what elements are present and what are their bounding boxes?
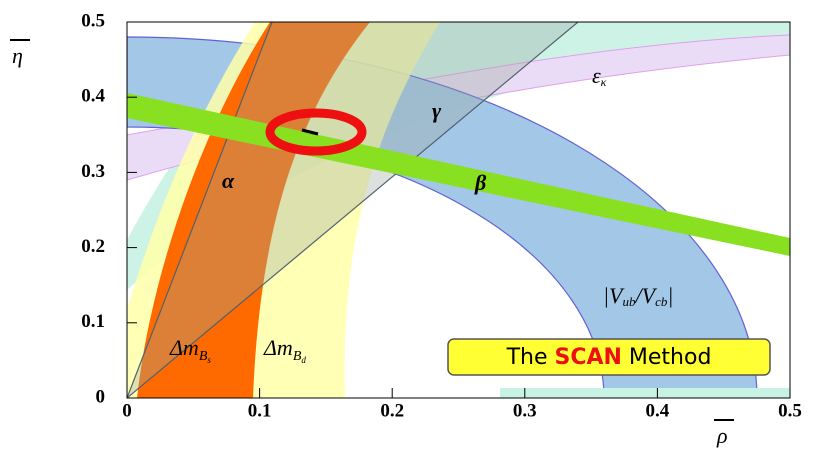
y-tick-label: 0.2 (81, 236, 105, 257)
y-axis-label: η (12, 43, 23, 68)
label-sub: B (293, 349, 302, 364)
y-tick-label: 0.5 (81, 10, 105, 31)
x-tick-label: 0.5 (778, 400, 802, 421)
banner-box (447, 338, 771, 376)
dmbs-label: ΔmBs (169, 335, 211, 365)
gamma-line (127, 22, 273, 398)
label-part: Δm (263, 335, 293, 360)
label-sub: B (199, 349, 208, 364)
x-tick-label: 0 (122, 400, 132, 421)
y-tick-label: 0.3 (81, 161, 105, 182)
label-part: | (667, 283, 673, 308)
alpha-label: α (222, 168, 235, 193)
y-tick-label: 0.4 (81, 86, 105, 107)
label-subsub: d (301, 355, 306, 365)
constraint-regions (127, 22, 790, 398)
label-part: Δm (169, 335, 199, 360)
banner-highlight: SCAN (554, 345, 621, 370)
fit-point (301, 128, 319, 136)
dmbs-band (137, 22, 370, 398)
banner-part: The (506, 345, 555, 370)
plot-frame (126, 21, 791, 399)
beta-label: β (474, 170, 487, 195)
gamma-label: γ (432, 98, 442, 123)
vub-label: |Vub/Vcb| (603, 283, 673, 309)
banner-part: Method (622, 345, 712, 370)
label-sub: ub (623, 294, 637, 309)
dmbd-label: ΔmBd (263, 335, 306, 365)
x-tick-label: 0.3 (513, 400, 537, 421)
y-tick-label: 0.1 (81, 311, 105, 332)
fit-contour (265, 108, 367, 156)
label-sub: κ (601, 75, 607, 89)
x-axis-label: ρ (716, 423, 728, 448)
y-tick-label: 0 (96, 386, 106, 407)
x-tick-label: 0.1 (248, 400, 272, 421)
beta-band (127, 93, 790, 256)
label-sub: cb (655, 294, 668, 309)
bottom-strip (500, 388, 790, 398)
label-part: /V (634, 283, 658, 308)
label-part: |V (603, 283, 625, 308)
label-part: ε (592, 63, 601, 88)
gamma-line (127, 22, 579, 398)
axes: 0 0.1 0.2 0.3 0.4 0.5 0 0.1 0.2 0.3 0.4 0.5 (81, 10, 802, 421)
banner: The SCAN Method (506, 345, 712, 370)
x-tick-label: 0.4 (646, 400, 670, 421)
epsilon-label: εκ (592, 63, 607, 89)
x-tick-label: 0.2 (380, 400, 404, 421)
label-subsub: s (207, 355, 211, 365)
